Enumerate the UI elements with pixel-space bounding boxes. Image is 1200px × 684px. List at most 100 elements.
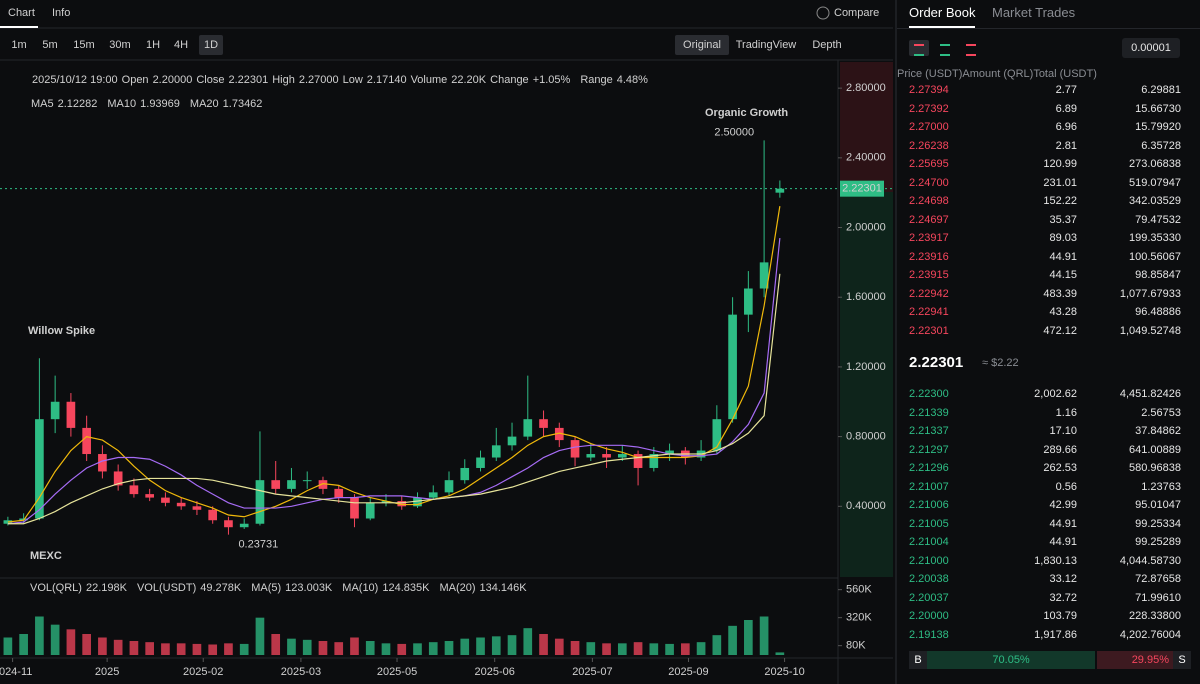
candle-body	[365, 502, 375, 519]
total: 6.29881	[1141, 84, 1181, 96]
price: 2.21006	[909, 499, 949, 511]
amount: 2,002.62	[1034, 388, 1077, 400]
background	[0, 0, 893, 684]
volume-legend-label: VOL(USDT)	[137, 582, 196, 594]
amount: 44.91	[1049, 536, 1077, 548]
view-button[interactable]: Depth	[812, 39, 841, 51]
x-tick-label: 2025	[95, 666, 119, 678]
info-label: Change	[490, 74, 529, 86]
volume-bar	[318, 641, 328, 655]
chart-tab[interactable]: Chart	[8, 7, 35, 19]
y-tick-label: 1.60000	[846, 291, 886, 303]
candle-body	[428, 492, 438, 498]
total: 1,049.52748	[1119, 324, 1181, 337]
total: 96.48886	[1135, 306, 1181, 318]
total: 228.33800	[1129, 610, 1181, 622]
price: 2.20038	[909, 573, 949, 585]
layout-icon[interactable]	[940, 44, 950, 56]
amount: 32.72	[1049, 591, 1077, 604]
candle-body	[397, 501, 407, 507]
candle-body	[98, 454, 107, 472]
view-button[interactable]: Original	[683, 39, 721, 51]
total: 4,044.58730	[1119, 554, 1181, 567]
candle-body	[554, 427, 564, 441]
ask-depth-shade	[840, 62, 893, 192]
interval-button[interactable]: 15m	[73, 39, 94, 51]
x-tick-label: 2025-07	[572, 666, 612, 678]
order-row: 2.21337 17.10 37.84862	[897, 422, 1189, 440]
layout-icon[interactable]	[914, 44, 924, 56]
candle-body	[113, 471, 123, 486]
y-tick-label: 0.80000	[846, 431, 886, 443]
interval-button[interactable]: 30m	[109, 39, 130, 51]
volume-bar	[444, 641, 454, 655]
total: 1.23763	[1141, 480, 1181, 493]
candle-body	[649, 454, 659, 468]
interval-button[interactable]: 1D	[204, 39, 218, 51]
candle-body	[413, 497, 422, 507]
info-tab[interactable]: Info	[52, 7, 70, 19]
market-trades-tab[interactable]: Market Trades	[992, 5, 1076, 20]
total: 2.56753	[1141, 406, 1181, 419]
low-marker: 0.23731	[238, 539, 278, 551]
volume-bar	[712, 635, 722, 655]
candle-body	[586, 454, 596, 458]
volume-tick-label: 80K	[846, 640, 866, 652]
candle-body	[318, 480, 328, 489]
amount: 103.79	[1043, 610, 1077, 622]
volume-bar	[775, 652, 785, 655]
annotation: Willow Spike	[28, 325, 95, 337]
high-marker: 2.50000	[714, 126, 754, 138]
total: 99.25334	[1135, 517, 1181, 530]
interval-selected	[199, 35, 223, 55]
price: 2.21339	[909, 406, 949, 419]
amount: 44.15	[1049, 269, 1077, 281]
volume-bar	[539, 634, 548, 655]
candle-body	[617, 454, 627, 458]
chart-panel: Chart Info Compare 1m 5m 15m 30m 1H 4H 1D Original…	[0, 0, 893, 684]
x-tick-label: 2025-09	[668, 666, 708, 678]
amount: 262.53	[1043, 462, 1077, 474]
annotation: Organic Growth	[705, 107, 788, 119]
candle-body	[302, 480, 312, 482]
order-row: 2.24700 231.01 519.07947	[897, 174, 1189, 192]
interval-button[interactable]: 5m	[42, 39, 57, 51]
total: 71.99610	[1135, 591, 1181, 604]
volume-bar	[350, 637, 359, 655]
info-label: High	[272, 74, 295, 86]
amount: 2.81	[1055, 139, 1077, 152]
precision-select[interactable]: 0.00001	[1122, 38, 1180, 58]
volume-legend-value: 22.198K	[86, 582, 128, 594]
volume-legend-label: MA(10)	[342, 582, 378, 594]
price: 2.23915	[909, 269, 949, 281]
price: 2.22300	[909, 388, 949, 400]
order-row: 2.21297 289.66 641.00889	[897, 441, 1189, 459]
interval-button[interactable]: 1H	[146, 39, 160, 51]
price: 2.23917	[909, 232, 949, 244]
order-row: 2.21004 44.91 99.25289	[897, 533, 1189, 551]
view-button[interactable]: TradingView	[736, 39, 797, 51]
volume-bar	[759, 616, 769, 655]
ratio-bar: B 70.05% 29.95% S	[909, 651, 1191, 669]
interval-button[interactable]: 1m	[11, 39, 26, 51]
price: 2.21005	[909, 517, 949, 530]
volume-bar	[507, 635, 517, 655]
compare-button[interactable]: Compare	[834, 7, 879, 19]
candle-body	[50, 401, 60, 420]
interval-button[interactable]: 4H	[174, 39, 188, 51]
info-label: Open	[122, 74, 149, 86]
x-tick-label: 2024-11	[0, 666, 32, 678]
y-tick-label: 1.20000	[846, 361, 886, 373]
volume-bar	[696, 642, 706, 655]
x-tick-label: 2025-02	[183, 666, 223, 678]
volume-bar	[145, 642, 155, 655]
info-value: 2.22301	[228, 74, 268, 86]
volume-bar	[570, 641, 580, 655]
volume-bar	[728, 625, 737, 655]
volume-legend-value: 134.146K	[480, 582, 528, 594]
order-book-tab[interactable]: Order Book	[909, 5, 976, 20]
price: 2.21007	[909, 480, 949, 493]
candle-body	[602, 454, 611, 458]
column-title: Price (USDT)	[897, 68, 963, 80]
layout-icon[interactable]	[966, 44, 976, 56]
